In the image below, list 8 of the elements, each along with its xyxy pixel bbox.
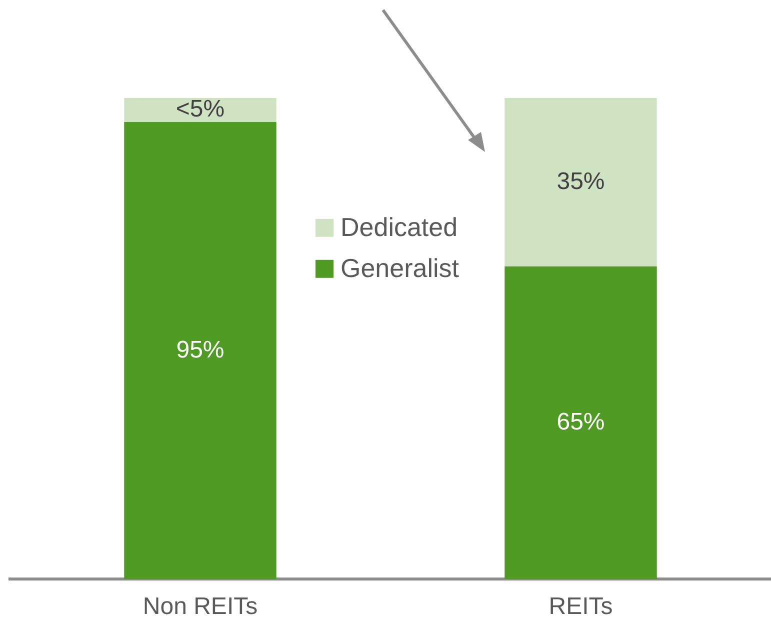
x-tick-label: Non REITs: [142, 593, 258, 620]
legend-label: Dedicated: [340, 212, 458, 242]
x-tick-label: REITs: [548, 593, 613, 620]
data-label: 95%: [176, 336, 224, 364]
data-label: 65%: [556, 408, 605, 436]
data-label: 35%: [556, 168, 605, 195]
legend-label: Generalist: [340, 253, 460, 284]
data-label: <5%: [176, 96, 225, 123]
